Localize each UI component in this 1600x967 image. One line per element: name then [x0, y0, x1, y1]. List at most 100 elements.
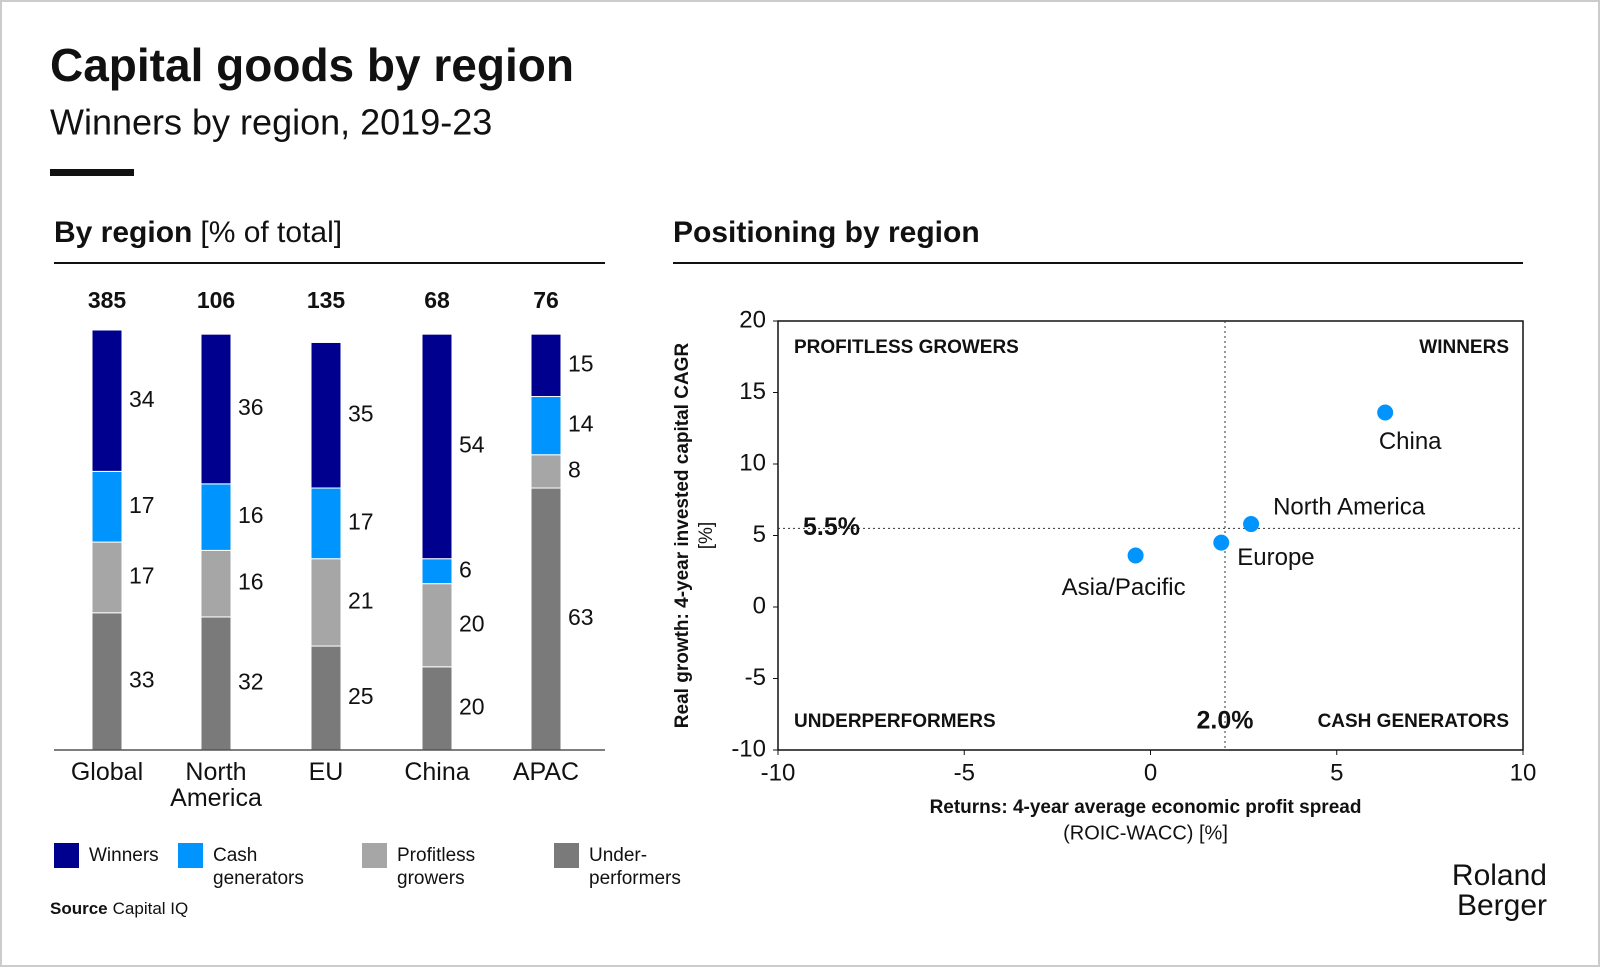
bar-segment	[91, 612, 123, 751]
x-tick-label: 5	[1330, 759, 1343, 786]
legend-label: Winners	[89, 845, 159, 866]
logo: Roland Berger	[1452, 859, 1547, 922]
bar-title: By region	[54, 216, 192, 249]
x-tick-label: APAC	[513, 758, 579, 786]
value-label: 6	[459, 556, 472, 582]
bar-segment	[421, 666, 453, 751]
page-subtitle: Winners by region, 2019-23	[50, 102, 492, 143]
source-text: Capital IQ	[113, 899, 189, 918]
point-label: Europe	[1237, 544, 1314, 571]
quadrant-label: CASH GENERATORS	[1318, 711, 1509, 732]
x-axis-label: Returns: 4-year average economic profit …	[930, 797, 1362, 818]
y-axis-label: Real growth: 4-year invested capital CAG…	[672, 343, 693, 729]
value-label: 35	[348, 400, 374, 426]
y-tick-label: 5	[753, 521, 766, 548]
x-axis-label: (ROIC-WACC) [%]	[1063, 822, 1228, 844]
value-label: 17	[129, 492, 155, 518]
point	[1243, 516, 1260, 533]
value-label: 15	[568, 350, 594, 376]
value-label: 36	[238, 394, 264, 420]
bar-segment	[310, 645, 342, 751]
value-label: 32	[238, 669, 264, 695]
point	[1377, 404, 1394, 421]
x-tick-label: EU	[309, 758, 344, 786]
quadrant-label: UNDERPERFORMERS	[794, 711, 996, 732]
legend-swatch	[54, 843, 79, 868]
y-tick-label: -5	[745, 664, 766, 691]
point	[1213, 534, 1230, 551]
title-rule	[50, 169, 134, 176]
value-label: 54	[459, 432, 485, 458]
scatter-title: Positioning by region	[673, 216, 980, 249]
y-tick-label: 10	[739, 449, 766, 476]
total-label: 135	[307, 287, 346, 313]
value-label: 20	[459, 693, 485, 719]
total-label: 106	[197, 287, 235, 313]
bar-segment	[91, 329, 123, 472]
quadrant-label: WINNERS	[1419, 337, 1509, 358]
value-label: 63	[568, 604, 594, 630]
bar-segment	[200, 616, 232, 751]
y-tick-label: 15	[739, 378, 766, 405]
bar-segment	[200, 333, 232, 485]
bar-segment	[310, 558, 342, 647]
point-label: China	[1379, 428, 1442, 455]
value-label: 21	[348, 587, 374, 613]
bar-segment	[310, 487, 342, 560]
legend-label: Under-performers	[589, 845, 681, 889]
x-tick-label: 0	[1144, 759, 1157, 786]
page-title: Capital goods by region	[50, 39, 574, 91]
y-axis-label: [%]	[696, 522, 717, 549]
legend-label: Cash generators	[213, 845, 304, 889]
point	[1127, 547, 1144, 564]
x-tick-label: 10	[1510, 759, 1537, 786]
value-label: 17	[348, 508, 374, 534]
legend-swatch	[554, 843, 579, 868]
bar-segment	[421, 558, 453, 585]
x-tick-label: Global	[71, 758, 143, 786]
source: Source Capital IQ	[50, 899, 188, 918]
bar-segment	[310, 341, 342, 489]
value-label: 33	[129, 666, 155, 692]
source-label: Source	[50, 899, 108, 918]
value-label: 34	[129, 386, 155, 412]
bar-section-title: By region [% of total]	[54, 216, 342, 249]
bar-unit: [% of total]	[200, 216, 342, 249]
point-label: Asia/Pacific	[1062, 574, 1186, 601]
value-label: 17	[129, 563, 155, 589]
legend-swatch	[362, 843, 387, 868]
x-tick-label: -10	[761, 759, 796, 786]
value-label: 20	[459, 610, 485, 636]
value-label: 25	[348, 683, 374, 709]
legend-label: Profitless growers	[397, 845, 475, 889]
quadrant-label: PROFITLESS GROWERS	[794, 337, 1019, 358]
x-tick-label: China	[404, 758, 469, 786]
bar-segment	[530, 396, 562, 456]
total-label: 76	[533, 287, 559, 313]
total-label: 385	[88, 287, 127, 313]
bar-segment	[530, 487, 562, 751]
total-label: 68	[424, 287, 450, 313]
value-label: 8	[568, 456, 581, 482]
value-label: 14	[568, 411, 594, 437]
bar-segment	[530, 454, 562, 489]
point-label: North America	[1273, 493, 1426, 520]
y-tick-label: 0	[753, 592, 766, 619]
value-label: 16	[238, 569, 264, 595]
x-tick-label: -5	[954, 759, 975, 786]
bar-segment	[200, 483, 232, 551]
bar-segment	[91, 541, 123, 614]
x-tick-label: North America	[170, 758, 262, 812]
value-label: 16	[238, 502, 264, 528]
bar-segment	[200, 549, 232, 618]
reference-label: 2.0%	[1197, 707, 1254, 735]
bar-segment	[91, 470, 123, 543]
y-tick-label: -10	[731, 735, 766, 762]
legend-swatch	[178, 843, 203, 868]
y-tick-label: 20	[739, 306, 766, 333]
bar-segment	[421, 583, 453, 668]
reference-label: 5.5%	[803, 513, 860, 541]
bar-segment	[530, 333, 562, 398]
